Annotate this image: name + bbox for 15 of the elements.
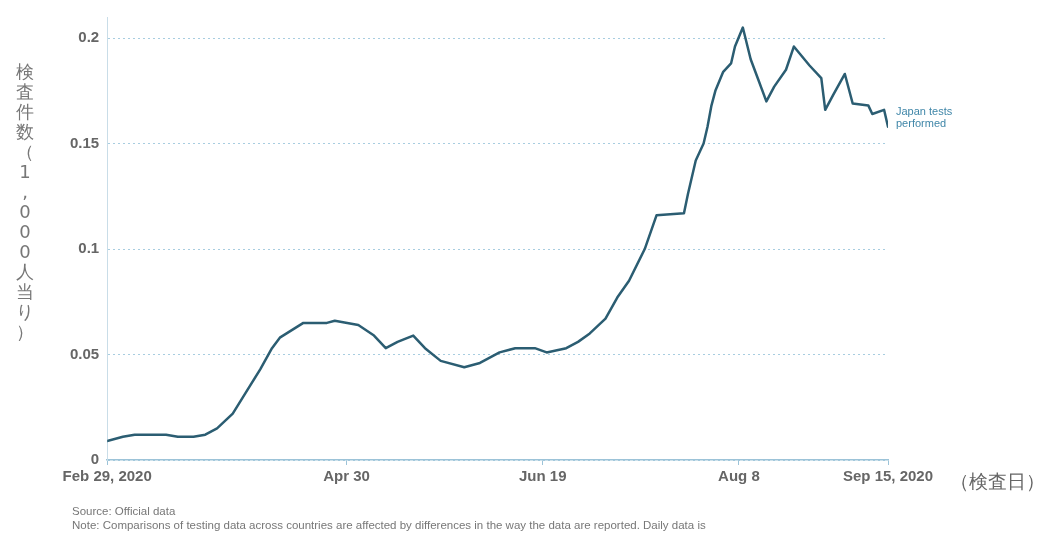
x-tick-label: Apr 30 [323, 467, 370, 485]
y-tick-label: 0 [90, 450, 100, 468]
x-axis-title: （検査日） [950, 469, 1045, 494]
text: Note: Comparisons of testing data across countries are affected by differences in the way the data are reported. Daily data is [72, 518, 706, 532]
x-tick-label: Jun 19 [518, 467, 567, 485]
x-tick-label: Aug 8 [718, 467, 760, 485]
y-tick-label: 0.1 [78, 239, 100, 257]
series-label: Japan tests performed [896, 104, 954, 129]
x-tick-label: Feb 29, 2020 [62, 467, 152, 485]
y-tick-label: 0.05 [69, 344, 100, 362]
y-tick-label: 0.2 [78, 28, 100, 46]
x-tick-label: Sep 15, 2020 [842, 467, 934, 485]
source-note: Source: Official data [72, 504, 177, 518]
text: 検査件数（1,000人当り） [16, 61, 34, 342]
y-tick-label: 0.15 [69, 133, 100, 151]
